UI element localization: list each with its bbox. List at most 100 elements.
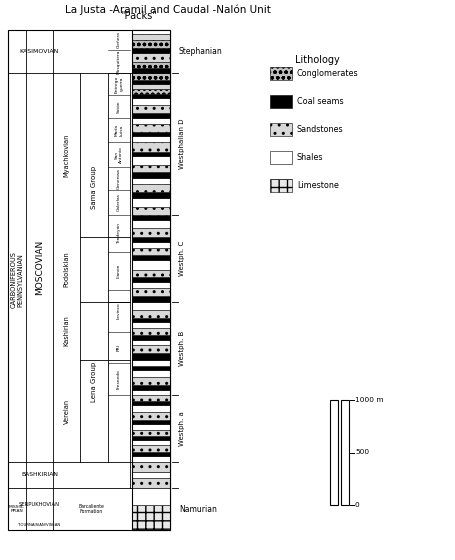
- Bar: [131, 345, 170, 353]
- Text: Generosa: Generosa: [117, 168, 121, 189]
- Bar: [131, 53, 170, 62]
- Bar: [131, 277, 170, 282]
- Text: CARBONIFEROUS
PENNSYLVANIAN: CARBONIFEROUS PENNSYLVANIAN: [10, 251, 24, 309]
- Bar: [131, 505, 170, 530]
- Bar: [131, 242, 170, 248]
- Bar: [131, 302, 170, 310]
- Bar: [269, 95, 291, 108]
- Text: Lena Group: Lena Group: [91, 362, 97, 402]
- Bar: [8, 30, 170, 530]
- Bar: [131, 248, 170, 255]
- Text: Sotón: Sotón: [117, 100, 121, 113]
- Bar: [131, 452, 170, 456]
- Bar: [131, 105, 170, 113]
- Text: Sama Group: Sama Group: [91, 166, 97, 209]
- Bar: [131, 440, 170, 445]
- Bar: [131, 377, 170, 385]
- Text: Westphalian D: Westphalian D: [179, 119, 185, 169]
- Bar: [131, 445, 170, 452]
- Text: SERPUKHOVIAN: SERPUKHOVIAN: [19, 502, 60, 507]
- Bar: [131, 353, 170, 360]
- Bar: [131, 30, 170, 34]
- Text: Fresnedo: Fresnedo: [117, 369, 121, 389]
- Bar: [269, 151, 291, 164]
- Bar: [131, 462, 170, 472]
- Bar: [131, 436, 170, 440]
- Bar: [131, 215, 170, 220]
- Bar: [131, 335, 170, 340]
- Text: Conglomerates: Conglomerates: [296, 69, 358, 78]
- Bar: [131, 89, 170, 94]
- Bar: [131, 30, 170, 530]
- Text: Lithology: Lithology: [294, 55, 339, 65]
- Bar: [131, 420, 170, 424]
- Text: PRI: PRI: [117, 344, 121, 351]
- Bar: [131, 68, 170, 73]
- Bar: [131, 156, 170, 165]
- Text: 1000 m: 1000 m: [354, 397, 383, 403]
- Text: Galerías: Galerías: [117, 194, 121, 212]
- Bar: [131, 94, 170, 98]
- Bar: [131, 172, 170, 178]
- Bar: [131, 124, 170, 132]
- Bar: [131, 142, 170, 152]
- Text: San
Antonio: San Antonio: [115, 146, 123, 163]
- Bar: [131, 270, 170, 277]
- Bar: [131, 118, 170, 124]
- Bar: [131, 360, 170, 366]
- Text: Podolskian: Podolskian: [63, 251, 69, 287]
- Bar: [131, 132, 170, 136]
- Text: Vereian: Vereian: [63, 398, 69, 423]
- Bar: [131, 456, 170, 462]
- Bar: [131, 178, 170, 184]
- Text: Myachkovian: Myachkovian: [63, 133, 69, 177]
- Bar: [131, 478, 170, 488]
- Text: TOURNAISIAN/VISEAN: TOURNAISIAN/VISEAN: [18, 523, 61, 527]
- Text: María
Luisa: María Luisa: [115, 124, 123, 136]
- Bar: [131, 165, 170, 172]
- Bar: [131, 385, 170, 390]
- Bar: [131, 318, 170, 322]
- Bar: [131, 424, 170, 430]
- Text: Tendeyón: Tendeyón: [117, 223, 121, 244]
- Bar: [131, 488, 170, 505]
- Text: "Packs": "Packs": [121, 11, 157, 21]
- Text: Westph. a: Westph. a: [179, 411, 185, 446]
- Text: MOSCOVIAN: MOSCOVIAN: [35, 240, 44, 295]
- Bar: [131, 430, 170, 436]
- Bar: [131, 310, 170, 318]
- Bar: [131, 228, 170, 237]
- Bar: [269, 123, 291, 136]
- Text: Barcaliente
Formation: Barcaliente Formation: [78, 503, 104, 515]
- Text: MISSIS-
PPIAN: MISSIS- PPIAN: [9, 505, 25, 514]
- Text: Mosquitera: Mosquitera: [117, 49, 121, 74]
- Text: Stephanian: Stephanian: [179, 47, 222, 56]
- Bar: [131, 288, 170, 296]
- Bar: [340, 400, 348, 505]
- Bar: [269, 67, 291, 80]
- Bar: [131, 198, 170, 207]
- Bar: [131, 34, 170, 40]
- Bar: [131, 282, 170, 288]
- Bar: [131, 405, 170, 412]
- Bar: [131, 84, 170, 89]
- Bar: [131, 260, 170, 270]
- Text: Sandstones: Sandstones: [296, 125, 343, 134]
- Bar: [131, 401, 170, 405]
- Bar: [131, 113, 170, 118]
- Text: Namurian: Namurian: [179, 505, 217, 514]
- Bar: [131, 412, 170, 420]
- Text: La Justa -Aramil and Caudal -Nalón Unit: La Justa -Aramil and Caudal -Nalón Unit: [65, 4, 270, 15]
- Bar: [131, 62, 170, 68]
- Text: 0: 0: [354, 502, 359, 508]
- Bar: [131, 80, 170, 84]
- Bar: [131, 370, 170, 377]
- Text: Westph. C: Westph. C: [179, 241, 185, 276]
- Text: Kashirian: Kashirian: [63, 316, 69, 347]
- Text: Llanón: Llanón: [117, 264, 121, 278]
- Text: Shales: Shales: [296, 153, 323, 162]
- Text: Limestone: Limestone: [296, 181, 338, 190]
- Bar: [131, 472, 170, 478]
- Bar: [131, 48, 170, 53]
- Bar: [269, 179, 291, 192]
